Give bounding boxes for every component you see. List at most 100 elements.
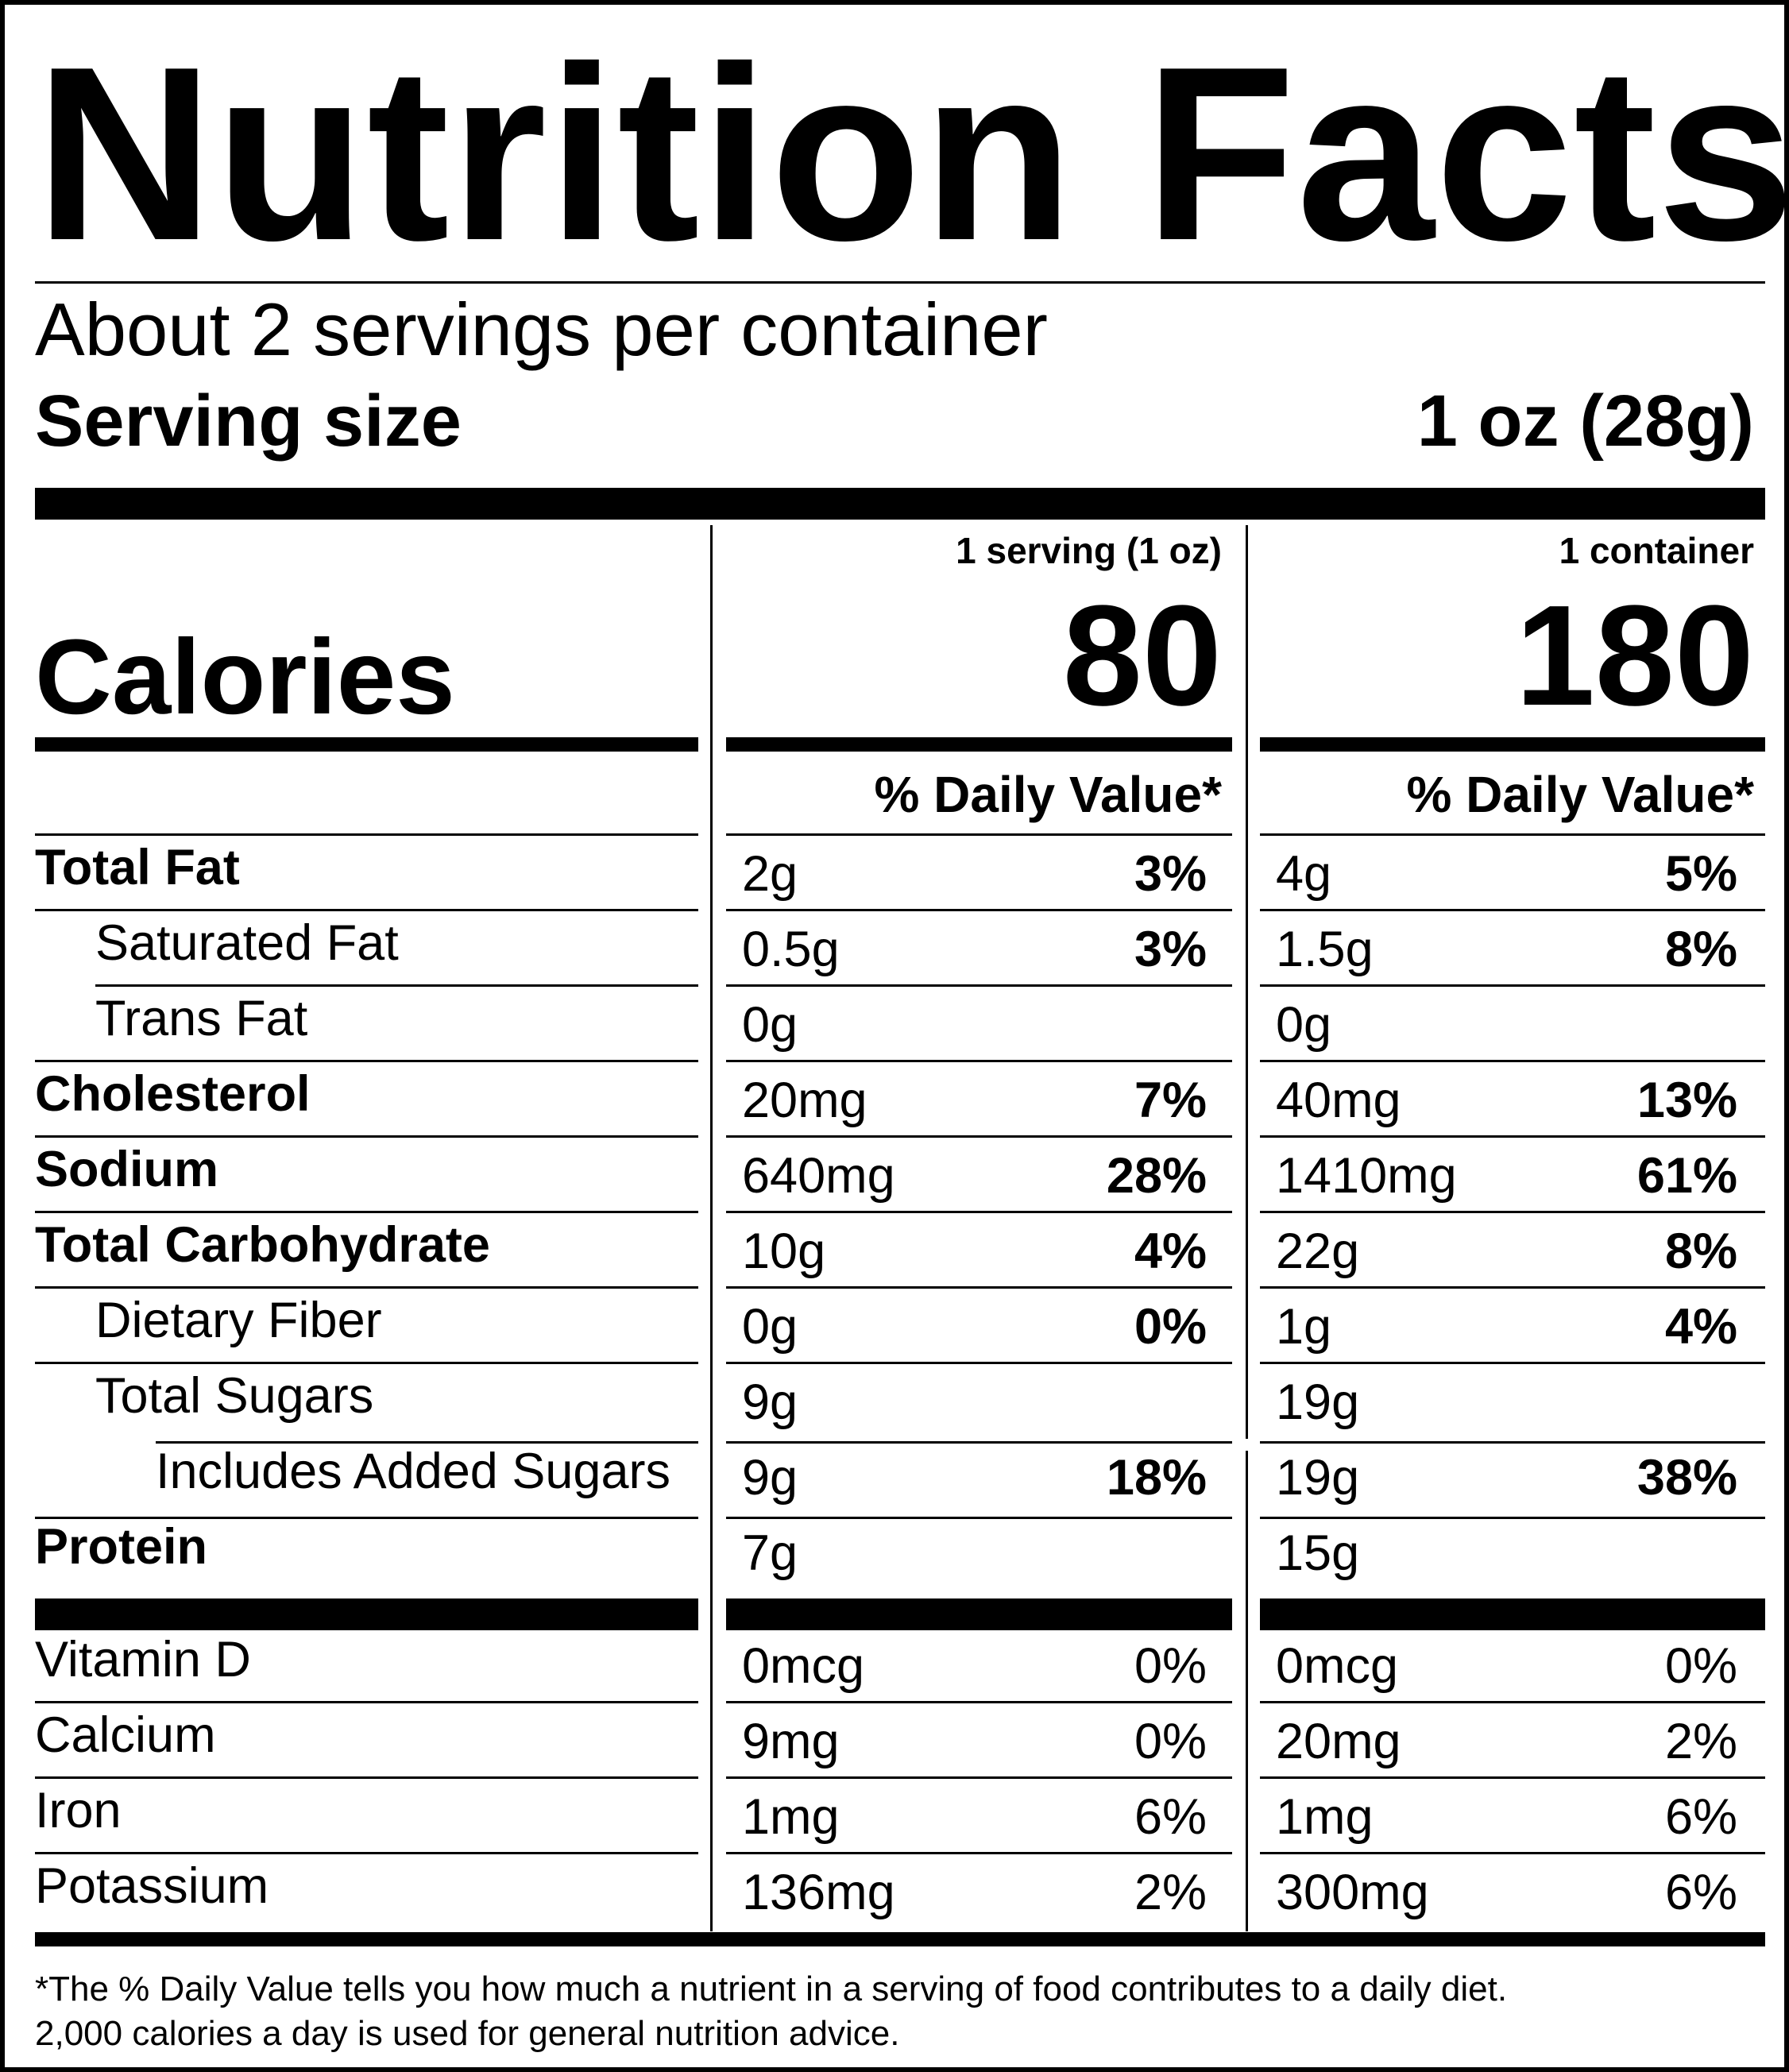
container-daily-value: 4% [1664, 1299, 1737, 1355]
container-amount: 40mg [1276, 1073, 1401, 1128]
row-divider-container [1260, 833, 1765, 836]
nutrient-label: Cholesterol [35, 1066, 311, 1122]
footnote-line-1: *The % Daily Value tells you how much a … [35, 1970, 1508, 2008]
nutrient-label: Sodium [35, 1142, 218, 1197]
row-divider-serving [726, 984, 1232, 987]
container-amount: 4g [1276, 846, 1332, 902]
container-daily-value: 61% [1636, 1148, 1737, 1204]
column-separator-left [710, 525, 713, 1931]
container-daily-value: 38% [1636, 1450, 1737, 1506]
container-daily-value: 6% [1664, 1789, 1737, 1845]
row-divider-label [35, 1517, 698, 1519]
serving-amount: 0.5g [742, 922, 840, 977]
serving-daily-value: 0% [1134, 1638, 1207, 1694]
row-divider-label [35, 833, 698, 836]
row-divider-container [1260, 1776, 1765, 1779]
serving-daily-value: 3% [1134, 922, 1207, 977]
row-divider-serving [726, 1286, 1232, 1289]
container-amount: 1.5g [1276, 922, 1374, 977]
serving-amount: 20mg [742, 1073, 867, 1128]
container-amount: 0mcg [1276, 1638, 1399, 1694]
row-divider-label [35, 909, 698, 911]
footnote-line-2: 2,000 calories a day is used for general… [35, 2014, 900, 2053]
serving-amount: 640mg [742, 1148, 895, 1204]
nutrient-label: Saturated Fat [95, 915, 399, 971]
container-calories: 180 [1515, 576, 1754, 736]
row-divider-label [35, 1776, 698, 1779]
thick-divider-bottom [35, 1932, 1765, 1946]
row-divider-label [35, 1211, 698, 1213]
container-column-header: 1 container [1559, 530, 1754, 571]
serving-amount: 0g [742, 997, 798, 1053]
row-divider-serving [726, 1135, 1232, 1138]
serving-size-value: 1 oz (28g) [1416, 381, 1754, 462]
row-divider-container [1260, 1701, 1765, 1703]
serving-amount: 9g [742, 1450, 798, 1506]
container-daily-value: 5% [1664, 846, 1737, 902]
nutrient-label: Calcium [35, 1707, 216, 1763]
row-divider-container [1260, 1286, 1765, 1289]
container-amount: 19g [1276, 1450, 1360, 1506]
serving-daily-value: 2% [1134, 1865, 1207, 1920]
serving-daily-value: 7% [1134, 1073, 1207, 1128]
row-divider-label [35, 1286, 698, 1289]
row-divider-container [1260, 1211, 1765, 1213]
nutrient-label: Potassium [35, 1858, 269, 1914]
serving-amount: 0mcg [742, 1638, 865, 1694]
label-title: Nutrition Facts [35, 16, 1789, 292]
serving-calories: 80 [1062, 576, 1222, 736]
container-daily-value: 13% [1636, 1073, 1737, 1128]
row-divider-label [35, 1135, 698, 1138]
serving-daily-value: 3% [1134, 846, 1207, 902]
calories-bar-right [1260, 737, 1765, 752]
row-divider-serving [726, 1060, 1232, 1062]
calories-label: Calories [35, 618, 455, 736]
row-divider-serving [726, 1776, 1232, 1779]
serving-daily-value: 0% [1134, 1714, 1207, 1769]
thick-divider-top [35, 488, 1765, 520]
container-amount: 20mg [1276, 1714, 1401, 1769]
nutrient-label: Trans Fat [95, 991, 308, 1046]
serving-amount: 0g [742, 1299, 798, 1355]
servings-per-container: About 2 servings per container [35, 288, 1048, 371]
column-separator-right-lower [1246, 1451, 1248, 1931]
title-divider [35, 281, 1765, 284]
row-divider-label [35, 1852, 698, 1854]
column-separator-right-upper [1246, 525, 1248, 1439]
row-divider-serving [726, 833, 1232, 836]
serving-amount: 1mg [742, 1789, 840, 1845]
container-daily-value: 8% [1664, 1223, 1737, 1279]
serving-size-label: Serving size [35, 381, 462, 462]
serving-daily-value: 6% [1134, 1789, 1207, 1845]
serving-amount: 9g [742, 1374, 798, 1430]
serving-daily-value: 4% [1134, 1223, 1207, 1279]
container-daily-value: 2% [1664, 1714, 1737, 1769]
row-divider-serving [726, 909, 1232, 911]
nutrient-label: Total Carbohydrate [35, 1217, 490, 1273]
row-divider-container [1260, 1135, 1765, 1138]
row-divider-serving [726, 1852, 1232, 1854]
container-daily-value: 0% [1664, 1638, 1737, 1694]
container-amount: 1mg [1276, 1789, 1374, 1845]
container-amount: 1410mg [1276, 1148, 1457, 1204]
serving-dv-header: % Daily Value* [874, 766, 1222, 823]
serving-amount: 7g [742, 1525, 798, 1581]
serving-amount: 10g [742, 1223, 826, 1279]
row-divider-container [1260, 909, 1765, 911]
nutrient-label: Vitamin D [35, 1632, 251, 1687]
protein-thick-bar-left [35, 1598, 698, 1630]
row-divider-container [1260, 1362, 1765, 1364]
nutrient-label: Protein [35, 1519, 208, 1575]
row-divider-serving [726, 1701, 1232, 1703]
container-dv-header: % Daily Value* [1406, 766, 1754, 823]
container-amount: 19g [1276, 1374, 1360, 1430]
nutrient-label: Includes Added Sugars [156, 1444, 670, 1499]
row-divider-serving [726, 1211, 1232, 1213]
container-daily-value: 8% [1664, 922, 1737, 977]
calories-bar-left [35, 737, 698, 752]
row-divider-serving [726, 1517, 1232, 1519]
serving-daily-value: 18% [1106, 1450, 1207, 1506]
protein-thick-bar-middle [726, 1598, 1232, 1630]
row-divider-label [35, 1701, 698, 1703]
serving-amount: 2g [742, 846, 798, 902]
